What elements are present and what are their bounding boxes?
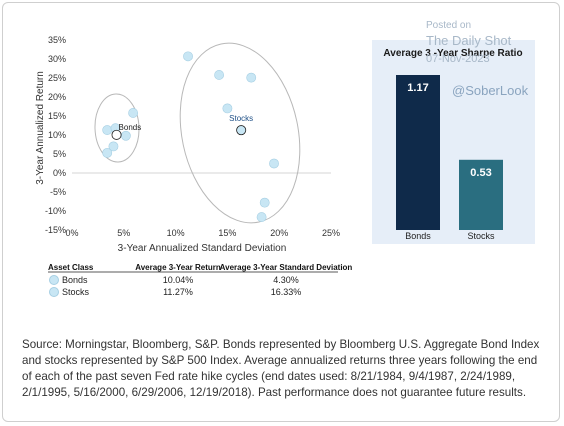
x-tick-labels: 0% 5% 10% 15% 20% 25%: [65, 228, 340, 238]
table-bonds-marker: [49, 275, 59, 285]
stocks-sharpe-bar: [459, 159, 503, 230]
x-axis-label: 3-Year Annualized Standard Deviation: [118, 243, 287, 254]
y-tick-label: 25%: [48, 73, 66, 83]
x-tick-label: 0%: [65, 228, 78, 238]
table-stocks-std: 16.33%: [271, 287, 302, 297]
bonds-point: [120, 130, 131, 141]
average-markers: Bonds Stocks: [111, 114, 253, 140]
y-tick-labels: 35% 30% 25% 20% 15% 10% 5% 0% -5% -10% -15%: [45, 35, 66, 235]
y-tick-label: 0%: [53, 168, 66, 178]
scatter-chart: 35% 30% 25% 20% 15% 10% 5% 0% -5% -10% -15% 0% 5% 10…: [35, 35, 340, 254]
y-tick-label: 30%: [48, 54, 66, 64]
stocks-point: [214, 70, 225, 80]
bonds-point: [128, 108, 139, 118]
table-header-avg-return: Average 3-Year Return: [135, 263, 221, 272]
bonds-sharpe-value-label: 1.17: [407, 82, 428, 94]
y-tick-label: -15%: [45, 225, 66, 235]
sharpe-chart-title: Average 3 -Year Sharpe Ratio: [383, 48, 522, 59]
stocks-point: [246, 72, 257, 83]
sharpe-bars: 1.17 Bonds 0.53 Stocks: [396, 75, 503, 241]
stocks-point: [269, 158, 279, 169]
y-tick-label: -10%: [45, 206, 66, 216]
bonds-point: [108, 141, 119, 152]
table-header-asset-class: Asset Class: [48, 263, 94, 272]
stocks-point: [256, 212, 267, 222]
source-note: Source: Morningstar, Bloomberg, S&P. Bon…: [22, 338, 540, 399]
y-axis-label: 3-Year Annualized Return: [35, 71, 46, 185]
stocks-average-marker: [236, 125, 247, 136]
watermark-handle: @SoberLook: [452, 83, 529, 98]
stats-table: Asset Class Average 3-Year Return Averag…: [48, 263, 352, 297]
y-tick-label: 10%: [48, 130, 66, 140]
watermark-date: 07-Nov-2023: [426, 53, 490, 65]
x-tick-label: 15%: [218, 228, 236, 238]
scatter-points: [102, 51, 279, 222]
bonds-point: [102, 125, 113, 135]
watermark-site: The Daily Shot: [426, 33, 512, 48]
x-tick-label: 20%: [270, 228, 288, 238]
table-stocks-marker: [49, 287, 59, 297]
y-tick-label: 5%: [53, 149, 66, 159]
bonds-average-label: Bonds: [119, 123, 142, 132]
table-bonds-std: 4.30%: [273, 275, 299, 285]
stocks-point: [183, 51, 193, 62]
x-tick-label: 5%: [117, 228, 130, 238]
stocks-sharpe-category-label: Stocks: [467, 231, 495, 241]
stocks-sharpe-value-label: 0.53: [470, 167, 491, 179]
x-tick-label: 25%: [322, 228, 340, 238]
table-bonds-asset: Bonds: [62, 275, 88, 285]
x-tick-label: 10%: [167, 228, 185, 238]
bonds-sharpe-category-label: Bonds: [405, 231, 431, 241]
y-tick-label: 20%: [48, 92, 66, 102]
table-stocks-asset: Stocks: [62, 287, 90, 297]
chart-frame: [2, 2, 560, 422]
y-tick-label: 35%: [48, 35, 66, 45]
stocks-cluster-ellipse: [179, 42, 301, 224]
table-stocks-return: 11.27%: [163, 287, 193, 297]
bonds-point: [102, 147, 113, 158]
watermark-posted-on: Posted on: [426, 20, 472, 31]
sharpe-ratio-chart: Average 3 -Year Sharpe Ratio 1.17 Bonds 0.…: [372, 40, 535, 244]
y-tick-label: 15%: [48, 111, 66, 121]
bonds-sharpe-bar: [396, 75, 440, 230]
bonds-cluster-ellipse: [94, 93, 140, 163]
stocks-average-label: Stocks: [229, 114, 253, 123]
stocks-point: [259, 197, 270, 208]
table-bonds-return: 10.04%: [163, 275, 194, 285]
table-header-avg-std: Average 3-Year Standard Deviation: [220, 263, 353, 272]
stocks-point: [222, 103, 233, 114]
y-tick-label: -5%: [50, 187, 66, 197]
bonds-average-marker: [111, 129, 122, 140]
